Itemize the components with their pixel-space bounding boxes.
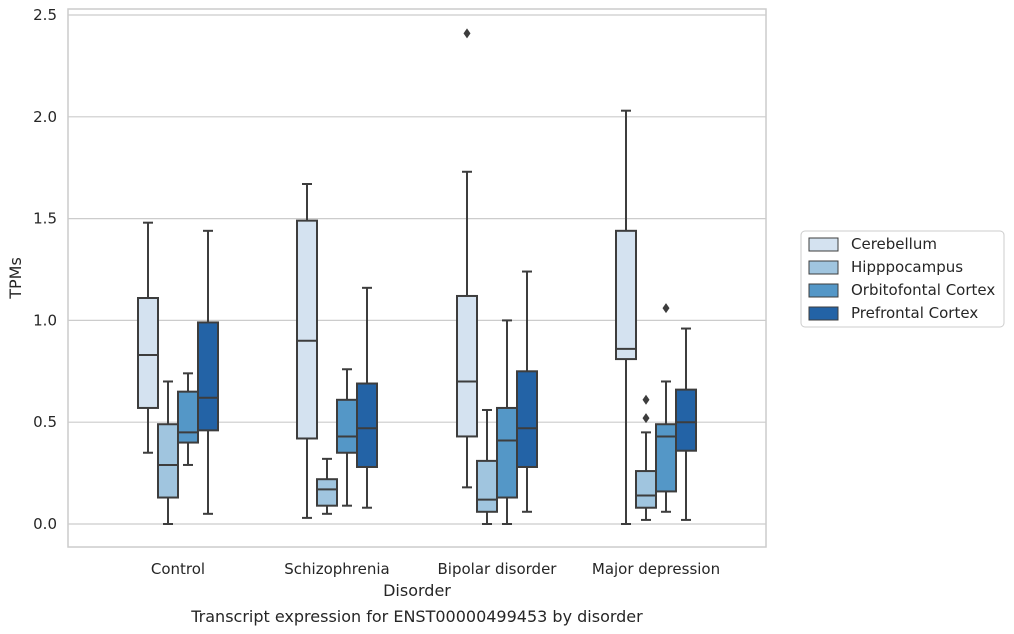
outlier-point: [642, 413, 650, 424]
x-tick-label: Control: [151, 560, 205, 578]
box-hipppocampus: [635, 394, 657, 521]
box-hipppocampus: [316, 457, 338, 515]
box-iqr: [316, 478, 338, 507]
box-iqr: [336, 398, 358, 454]
box-prefrontal-cortex: [356, 286, 378, 509]
y-tick-label: 1.0: [33, 311, 57, 329]
outlier-point: [463, 28, 471, 39]
outlier-point: [662, 303, 670, 314]
legend-label: Prefrontal Cortex: [851, 304, 978, 322]
plot-area-frame: [67, 8, 767, 548]
legend-swatch: [808, 237, 839, 252]
box-iqr: [655, 423, 677, 493]
legend-label: Cerebellum: [851, 235, 937, 253]
outlier-point: [642, 394, 650, 405]
legend-swatch: [808, 283, 839, 298]
box-iqr: [296, 219, 318, 440]
y-tick-label: 2.0: [33, 108, 57, 126]
box-iqr: [157, 423, 179, 499]
chart-caption: Transcript expression for ENST0000049945…: [190, 607, 643, 626]
box-prefrontal-cortex: [675, 327, 697, 521]
legend-label: Orbitofontal Cortex: [851, 281, 995, 299]
box-iqr: [476, 459, 498, 513]
legend-label: Hipppocampus: [851, 258, 963, 276]
y-axis-label: TPMs: [6, 257, 25, 300]
box-iqr: [496, 406, 518, 499]
box-groups: [137, 28, 697, 525]
box-iqr: [456, 294, 478, 438]
y-axis-ticks: 0.0 0.5 1.0 1.5 2.0 2.5: [33, 6, 57, 533]
legend-swatch: [808, 306, 839, 321]
x-tick-label: Bipolar disorder: [438, 560, 558, 578]
legend-frame: [800, 230, 1005, 328]
x-tick-label: Major depression: [592, 560, 720, 578]
box-cerebellum: [137, 221, 159, 454]
box-iqr: [635, 470, 657, 509]
box-cerebellum: [296, 182, 318, 519]
box-iqr: [356, 382, 378, 468]
box-iqr: [137, 297, 159, 409]
box-prefrontal-cortex: [197, 229, 219, 515]
legend-swatch: [808, 260, 839, 275]
y-tick-label: 1.5: [33, 210, 57, 228]
box-orbitofontal-cortex: [496, 319, 518, 525]
box-iqr: [675, 388, 697, 452]
x-tick-label: Schizophrenia: [284, 560, 389, 578]
box-iqr: [177, 390, 199, 444]
legend: Cerebellum Hipppocampus Orbitofontal Corte…: [800, 230, 1005, 328]
y-tick-label: 0.0: [33, 515, 57, 533]
box-cerebellum: [456, 28, 478, 489]
box-hipppocampus: [157, 380, 179, 525]
box-prefrontal-cortex: [516, 270, 538, 513]
box-iqr: [516, 370, 538, 468]
x-axis-ticks: Control Schizophrenia Bipolar disorder Majo…: [151, 560, 720, 578]
box-iqr: [197, 321, 219, 432]
x-axis-label: Disorder: [383, 581, 451, 600]
y-tick-label: 2.5: [33, 6, 57, 24]
box-orbitofontal-cortex: [655, 303, 677, 513]
box-orbitofontal-cortex: [336, 368, 358, 507]
box-cerebellum: [615, 109, 637, 525]
box-orbitofontal-cortex: [177, 372, 199, 466]
box-hipppocampus: [476, 408, 498, 525]
box-iqr: [615, 229, 637, 361]
y-tick-label: 0.5: [33, 413, 57, 431]
